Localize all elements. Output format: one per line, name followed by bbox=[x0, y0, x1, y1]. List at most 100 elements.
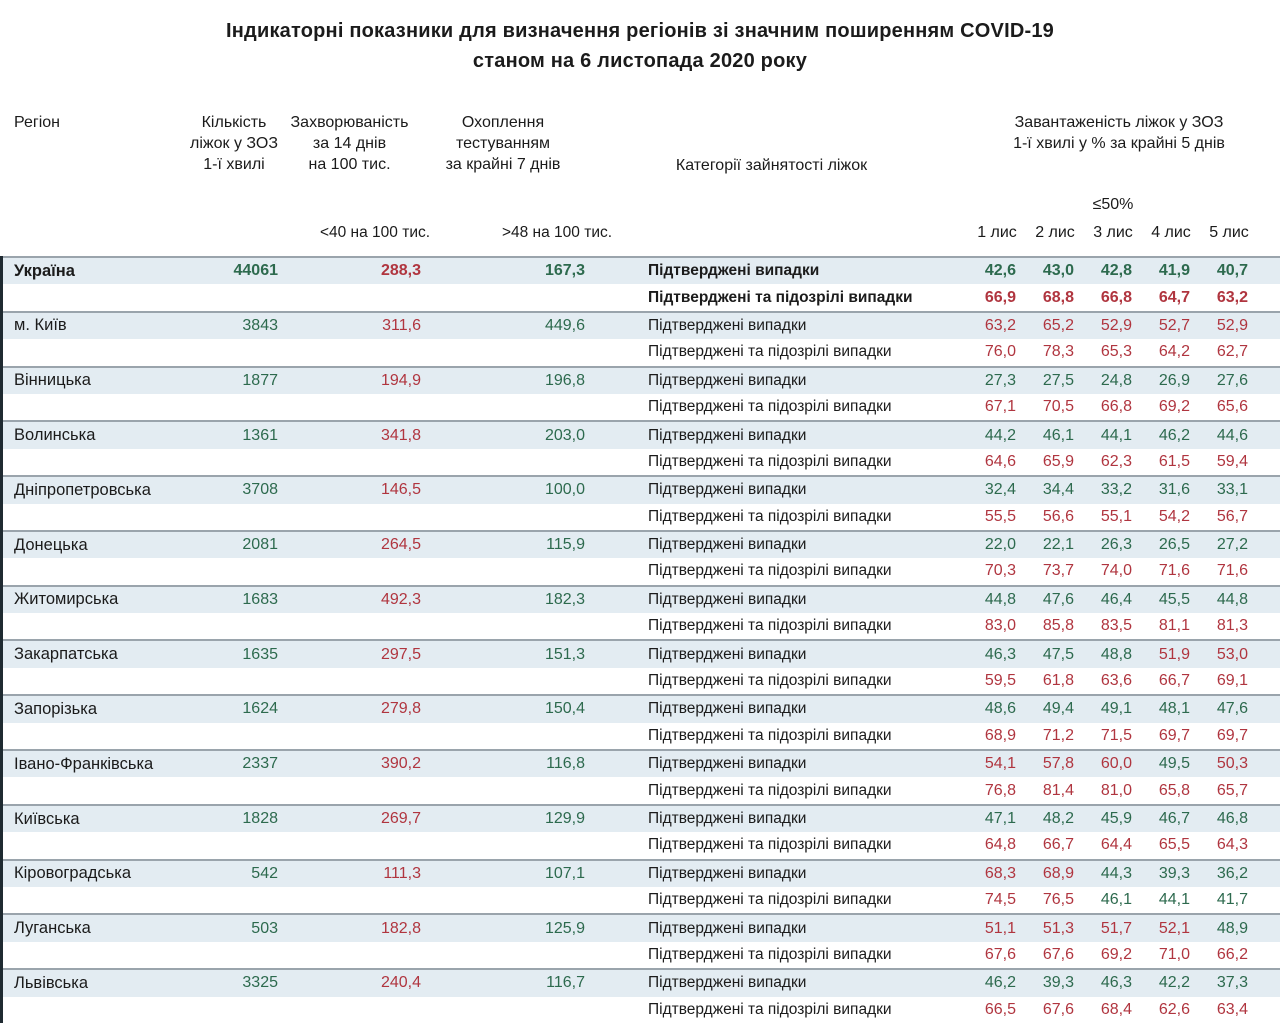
incidence-value: 279,8 bbox=[380, 700, 421, 718]
occupancy-value: 46,4 bbox=[1100, 590, 1132, 608]
testing-value: 125,9 bbox=[544, 919, 585, 937]
category-label: Підтверджені та підозрілі випадки bbox=[648, 891, 892, 909]
occupancy-value: 44,8 bbox=[1216, 590, 1248, 608]
occupancy-threshold-label: ≤50% bbox=[1092, 196, 1134, 213]
table-body: Україна 44061 288,3 167,3 Підтверджені випад… bbox=[0, 256, 1280, 1023]
table-row: Закарпатська 1635 297,5 151,3 Підтверджені в… bbox=[0, 641, 1280, 668]
occupancy-value: 69,2 bbox=[1158, 398, 1190, 416]
beds-value: 1361 bbox=[242, 426, 278, 444]
occupancy-value: 67,6 bbox=[1042, 945, 1074, 963]
occupancy-value: 47,6 bbox=[1216, 700, 1248, 718]
table-row: Кіровоградська 542 111,3 107,1 Підтверджені … bbox=[0, 860, 1280, 887]
occupancy-value: 47,6 bbox=[1042, 590, 1074, 608]
category-label: Підтверджені випадки bbox=[648, 590, 807, 608]
incidence-value: 288,3 bbox=[380, 262, 421, 280]
column-header-incidence: Захворюваність за 14 днів на 100 тис. bbox=[290, 114, 409, 173]
region-block: Кіровоградська 542 111,3 107,1 Підтверджені … bbox=[0, 858, 1280, 914]
category-label: Підтверджені та підозрілі випадки bbox=[648, 836, 892, 854]
occupancy-value: 66,8 bbox=[1100, 398, 1132, 416]
occupancy-value: 51,7 bbox=[1100, 919, 1132, 937]
occupancy-value: 68,9 bbox=[984, 726, 1016, 744]
incidence-value: 182,8 bbox=[380, 919, 421, 937]
beds-value: 503 bbox=[251, 919, 278, 937]
region-name: Закарпатська bbox=[14, 645, 118, 664]
testing-value: 150,4 bbox=[544, 700, 585, 718]
category-label: Підтверджені та підозрілі випадки bbox=[648, 452, 892, 470]
table-header: Регіон Кількість ліжок у ЗОЗ 1-ї хвилі З… bbox=[0, 100, 1280, 256]
region-block: Закарпатська 1635 297,5 151,3 Підтверджені в… bbox=[0, 639, 1280, 694]
region-block: Україна 44061 288,3 167,3 Підтверджені випад… bbox=[0, 256, 1280, 311]
date-column-header: 3 лис bbox=[1093, 224, 1133, 241]
table-row: Івано-Франківська 2337 390,2 116,8 Підтвердж… bbox=[0, 751, 1280, 778]
occupancy-value: 55,1 bbox=[1100, 507, 1132, 525]
occupancy-value: 81,4 bbox=[1042, 781, 1074, 799]
incidence-value: 341,8 bbox=[380, 426, 421, 444]
occupancy-value: 62,3 bbox=[1100, 452, 1132, 470]
region-name: Запорізька bbox=[14, 699, 98, 718]
occupancy-value: 45,9 bbox=[1100, 810, 1132, 827]
occupancy-value: 54,2 bbox=[1158, 507, 1190, 525]
region-block: м. Київ 3843 311,6 449,6 Підтверджені випадк… bbox=[0, 310, 1280, 366]
testing-value: 196,8 bbox=[544, 371, 585, 389]
table-row: Підтверджені та підозрілі випадки 70,3 73,… bbox=[0, 558, 1280, 584]
occupancy-value: 44,6 bbox=[1216, 426, 1248, 444]
incidence-value: 297,5 bbox=[380, 645, 421, 663]
occupancy-value: 37,3 bbox=[1216, 974, 1248, 992]
incidence-value: 240,4 bbox=[380, 974, 421, 992]
table-row: Дніпропетровська 3708 146,5 100,0 Підтвердже… bbox=[0, 477, 1280, 504]
table-row: Вінницька 1877 194,9 196,8 Підтверджені випа… bbox=[0, 367, 1280, 394]
occupancy-value: 46,1 bbox=[1100, 891, 1132, 909]
occupancy-value: 41,7 bbox=[1216, 891, 1248, 909]
occupancy-value: 62,7 bbox=[1216, 343, 1248, 361]
occupancy-value: 42,8 bbox=[1100, 262, 1132, 280]
category-label: Підтверджені та підозрілі випадки bbox=[648, 726, 892, 744]
incidence-value: 264,5 bbox=[380, 536, 421, 554]
region-block: Дніпропетровська 3708 146,5 100,0 Підтвердже… bbox=[0, 475, 1280, 530]
table-row: Підтверджені та підозрілі випадки 76,8 81,… bbox=[0, 777, 1280, 803]
occupancy-value: 70,5 bbox=[1042, 398, 1074, 416]
beds-value: 1635 bbox=[242, 645, 278, 663]
occupancy-value: 55,5 bbox=[984, 507, 1016, 525]
category-label: Підтверджені та підозрілі випадки bbox=[648, 781, 892, 799]
occupancy-value: 43,0 bbox=[1042, 262, 1074, 280]
category-label: Підтверджені випадки bbox=[648, 481, 807, 499]
category-label: Підтверджені випадки bbox=[648, 864, 807, 882]
occupancy-value: 22,1 bbox=[1042, 536, 1074, 554]
occupancy-value: 59,4 bbox=[1216, 452, 1248, 470]
occupancy-value: 31,6 bbox=[1158, 481, 1190, 499]
occupancy-value: 69,1 bbox=[1216, 672, 1248, 690]
beds-value: 44061 bbox=[233, 262, 279, 280]
category-label: Підтверджені та підозрілі випадки bbox=[648, 945, 892, 963]
occupancy-value: 66,2 bbox=[1216, 945, 1248, 963]
occupancy-value: 48,1 bbox=[1158, 700, 1190, 718]
table-row: Підтверджені та підозрілі випадки 76,0 78,… bbox=[0, 339, 1280, 365]
occupancy-value: 26,5 bbox=[1158, 536, 1190, 554]
beds-value: 1877 bbox=[242, 371, 278, 389]
occupancy-value: 51,1 bbox=[984, 919, 1016, 937]
occupancy-value: 61,5 bbox=[1158, 452, 1190, 470]
occupancy-value: 65,8 bbox=[1158, 781, 1190, 799]
table-row: Волинська 1361 341,8 203,0 Підтверджені випа… bbox=[0, 422, 1280, 449]
table-row: Запорізька 1624 279,8 150,4 Підтверджені вип… bbox=[0, 696, 1280, 723]
occupancy-value: 61,8 bbox=[1042, 672, 1074, 690]
occupancy-value: 74,0 bbox=[1100, 562, 1132, 580]
column-header-beds: Кількість ліжок у ЗОЗ 1-ї хвилі bbox=[190, 114, 278, 173]
title-line-2: станом на 6 листопада 2020 року bbox=[472, 50, 808, 72]
region-name: Івано-Франківська bbox=[14, 754, 154, 773]
category-label: Підтверджені випадки bbox=[648, 426, 807, 444]
testing-value: 129,9 bbox=[544, 810, 585, 827]
occupancy-value: 33,1 bbox=[1216, 481, 1248, 499]
table-row: Підтверджені та підозрілі випадки 68,9 71,… bbox=[0, 723, 1280, 749]
occupancy-value: 81,3 bbox=[1216, 617, 1248, 635]
occupancy-value: 71,6 bbox=[1216, 562, 1248, 580]
table-row: Україна 44061 288,3 167,3 Підтверджені випад… bbox=[0, 258, 1280, 285]
incidence-value: 390,2 bbox=[380, 755, 421, 773]
category-label: Підтверджені та підозрілі випадки bbox=[648, 288, 913, 306]
testing-value: 203,0 bbox=[544, 426, 585, 444]
occupancy-value: 63,6 bbox=[1100, 672, 1132, 690]
region-block: Житомирська 1683 492,3 182,3 Підтверджені ви… bbox=[0, 584, 1280, 640]
column-header-category: Категорії зайнятості ліжок bbox=[675, 157, 868, 174]
occupancy-value: 51,3 bbox=[1042, 919, 1074, 937]
table-row: м. Київ 3843 311,6 449,6 Підтверджені випадк… bbox=[0, 312, 1280, 340]
occupancy-value: 47,5 bbox=[1042, 645, 1074, 663]
